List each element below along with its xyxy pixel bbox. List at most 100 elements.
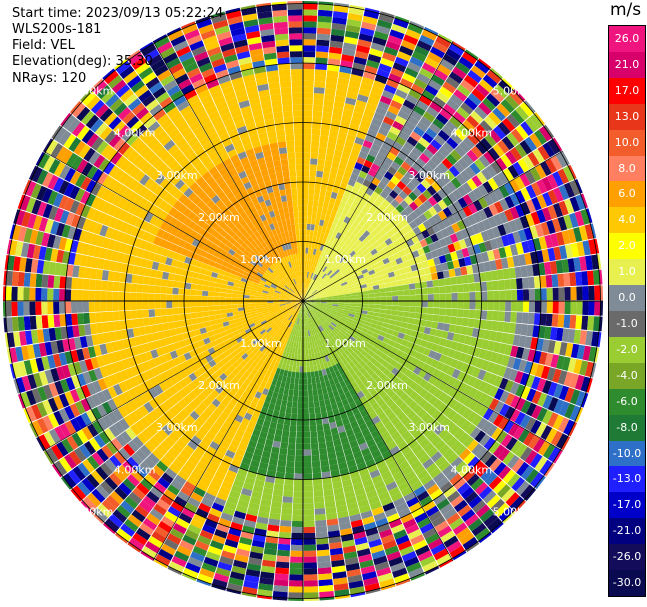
radar-gate	[413, 366, 422, 376]
radar-gate	[460, 102, 474, 115]
radar-gate	[389, 190, 399, 199]
radar-gate	[292, 509, 303, 516]
radar-gate	[442, 395, 453, 406]
radar-gate	[303, 372, 307, 379]
radar-gate	[555, 260, 564, 274]
radar-gate	[319, 591, 335, 598]
radar-gate	[311, 218, 316, 225]
radar-gate	[378, 465, 390, 475]
radar-gate	[538, 325, 546, 339]
radar-gate	[372, 353, 380, 361]
radar-gate	[515, 204, 525, 218]
radar-gate	[317, 319, 322, 325]
radar-gate	[399, 545, 415, 557]
radar-gate	[417, 469, 429, 481]
radar-gate	[276, 465, 286, 473]
radar-gate	[303, 431, 311, 438]
radar-gate	[303, 491, 314, 498]
radar-gate	[331, 112, 342, 121]
radar-gate	[201, 301, 208, 307]
radar-gate	[531, 376, 541, 390]
radar-gate	[329, 249, 336, 256]
radar-gate	[297, 413, 303, 421]
radar-gate	[305, 253, 308, 260]
radar-gate	[301, 306, 303, 313]
radar-gate	[390, 346, 399, 355]
radar-gate	[475, 83, 490, 97]
radar-gate	[483, 261, 491, 272]
radar-gate	[516, 312, 523, 324]
radar-gate	[296, 437, 303, 444]
radar-gate	[262, 420, 271, 428]
radar-gate	[268, 403, 276, 411]
radar-gate	[344, 30, 360, 39]
radar-gate	[407, 229, 417, 239]
radar-gate	[322, 349, 328, 357]
radar-gate	[380, 341, 388, 349]
radar-gate	[364, 7, 380, 14]
radar-gate	[341, 151, 351, 160]
radar-gate	[392, 239, 401, 248]
radar-gate	[330, 288, 337, 292]
radar-gate	[356, 297, 363, 301]
radar-gate	[308, 297, 315, 300]
radar-gate	[470, 110, 484, 124]
radar-gate	[353, 246, 361, 254]
radar-gate	[336, 83, 349, 92]
radar-gate	[350, 117, 362, 126]
radar-gate	[426, 431, 438, 443]
radar-gate	[322, 105, 334, 113]
radar-gate	[340, 412, 348, 420]
radar-gate	[366, 233, 374, 242]
radar-gate	[580, 209, 591, 225]
radar-gate	[578, 225, 588, 241]
radar-gate	[407, 455, 419, 466]
radar-gate	[479, 79, 494, 93]
radar-gate	[59, 289, 66, 301]
radar-gate	[423, 372, 432, 382]
radar-gate	[226, 588, 242, 595]
radar-gate	[497, 365, 507, 378]
radar-gate	[284, 345, 289, 352]
radar-gate	[563, 314, 571, 329]
radar-gate	[219, 555, 234, 566]
radar-gate	[345, 453, 355, 462]
radar-gate	[475, 253, 484, 264]
radar-gate	[438, 338, 447, 347]
radar-gate	[347, 218, 355, 226]
radar-gate	[463, 301, 470, 310]
radar-gate	[342, 334, 350, 341]
radar-gate	[457, 482, 471, 495]
radar-gate	[326, 270, 333, 276]
radar-gate	[335, 362, 342, 370]
radar-gate	[313, 255, 318, 262]
radar-gate	[319, 292, 326, 296]
radar-gate	[290, 556, 303, 563]
radar-gate	[402, 186, 412, 196]
radar-gate	[372, 315, 379, 321]
radar-gate	[320, 304, 327, 308]
radar-gate	[463, 292, 470, 301]
radar-gate	[372, 36, 387, 47]
radar-gate	[457, 292, 464, 301]
radar-gate	[172, 287, 179, 295]
radar-gate	[351, 333, 358, 340]
radar-gate	[431, 272, 439, 281]
radar-gate	[547, 189, 559, 205]
radar-gate	[563, 182, 575, 198]
radar-gate	[504, 406, 516, 420]
radar-gate	[379, 528, 393, 539]
radar-gate	[296, 324, 300, 331]
radar-gate	[401, 430, 412, 441]
radar-gate	[325, 261, 331, 268]
radar-gate	[326, 318, 332, 324]
radar-gate	[419, 116, 432, 128]
radar-gate	[385, 305, 393, 311]
radar-gate	[406, 252, 414, 261]
radar-gate	[432, 368, 441, 378]
radar-gate	[418, 168, 429, 179]
radar-gate	[316, 276, 321, 282]
radar-gate	[354, 216, 363, 224]
radar-gate	[563, 273, 571, 287]
radar-gate	[344, 203, 352, 211]
